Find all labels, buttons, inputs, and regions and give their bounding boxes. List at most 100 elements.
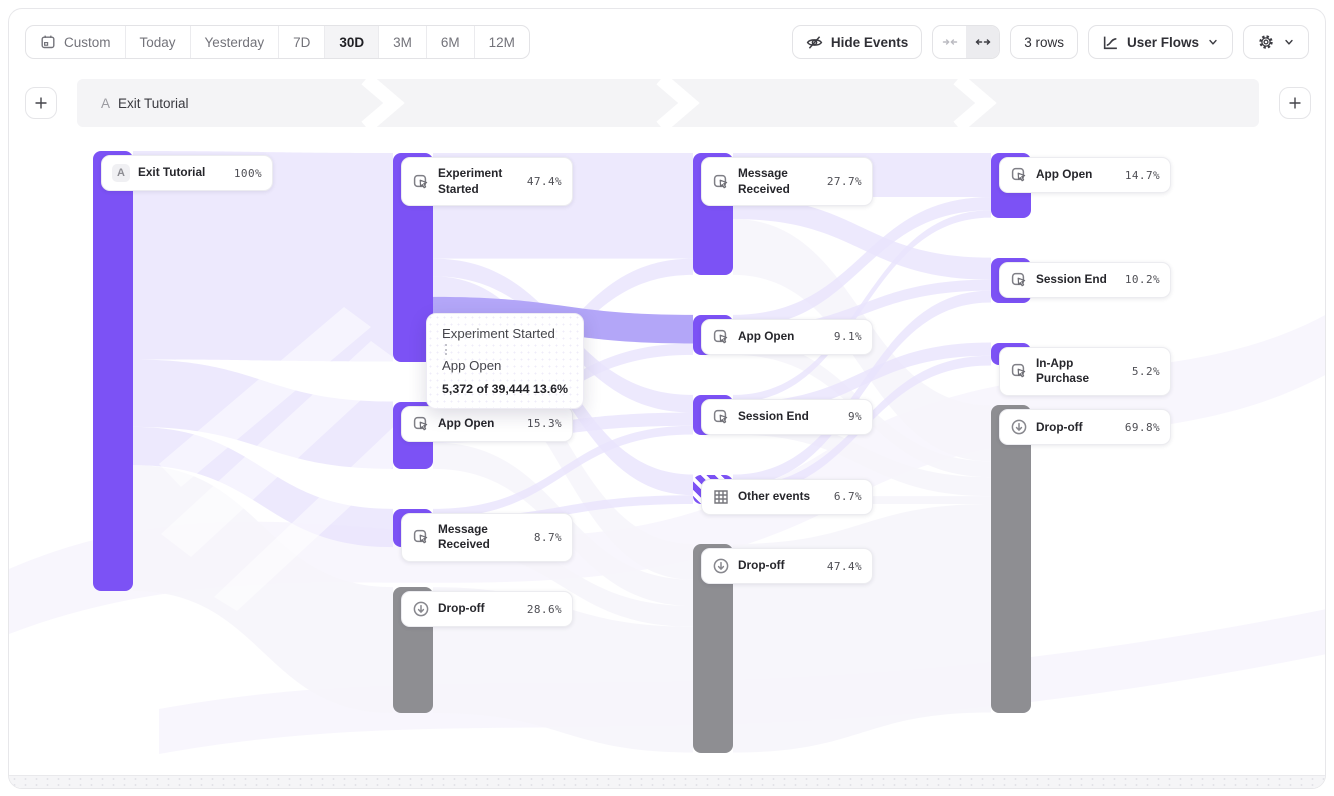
node-percent: 10.2% bbox=[1124, 273, 1160, 287]
grid-icon bbox=[714, 489, 728, 504]
date-range-label: Custom bbox=[64, 34, 111, 50]
node-card-app-open[interactable]: App Open 14.7% bbox=[999, 157, 1171, 193]
node-percent: 28.6% bbox=[526, 602, 562, 616]
date-range-30d[interactable]: 30D bbox=[325, 26, 380, 58]
node-card-message-received[interactable]: Message Received 27.7% bbox=[701, 157, 873, 206]
date-range-label: 6M bbox=[440, 34, 460, 50]
event-click-icon bbox=[413, 416, 428, 430]
tooltip-from-event: Experiment Started bbox=[442, 326, 555, 341]
expand-columns-button[interactable] bbox=[966, 26, 1000, 58]
eye-off-icon bbox=[806, 35, 823, 49]
node-card-exit-tutorial[interactable]: A Exit Tutorial 100% bbox=[101, 155, 273, 191]
drop-off-icon bbox=[413, 601, 429, 617]
step-letter-badge: A bbox=[112, 164, 130, 182]
ribbon-streak-texture bbox=[161, 341, 401, 557]
ribbon-streak-texture bbox=[159, 307, 371, 487]
date-range-12m[interactable]: 12M bbox=[475, 26, 529, 58]
node-percent: 9% bbox=[847, 410, 862, 424]
rows-button[interactable]: 3 rows bbox=[1010, 25, 1078, 59]
event-click-icon bbox=[713, 174, 728, 188]
add-step-right-button[interactable] bbox=[1279, 87, 1311, 119]
chevron-down-icon bbox=[1209, 39, 1217, 45]
tooltip-connector-dots bbox=[445, 344, 447, 355]
view-selector-button[interactable]: User Flows bbox=[1087, 25, 1233, 59]
date-range-label: 30D bbox=[339, 34, 365, 50]
node-label: Session End bbox=[1036, 271, 1107, 286]
node-bar-exit-tutorial[interactable] bbox=[93, 151, 133, 591]
node-card-drop-off[interactable]: Drop-off 69.8% bbox=[999, 409, 1171, 446]
node-card-in-app-purchase[interactable]: In-App Purchase 5.2% bbox=[999, 346, 1171, 396]
flow-ribbon-dropoff[interactable] bbox=[733, 415, 991, 497]
ribbon-streak-texture bbox=[214, 414, 423, 611]
step-a-label[interactable]: A Exit Tutorial bbox=[101, 79, 189, 127]
node-percent: 9.1% bbox=[833, 330, 862, 344]
node-card-drop-off[interactable]: Drop-off 28.6% bbox=[401, 591, 573, 628]
date-range-7d[interactable]: 7D bbox=[279, 26, 326, 58]
plus-icon bbox=[1289, 97, 1301, 109]
node-percent: 100% bbox=[233, 166, 262, 180]
drop-off-icon bbox=[713, 558, 729, 574]
user-flows-panel: Custom Today Yesterday 7D 30D 3M 6M 12M Hide Ev… bbox=[8, 8, 1326, 789]
flow-ribbon-dropoff[interactable] bbox=[733, 504, 991, 753]
step-title: Exit Tutorial bbox=[118, 95, 189, 111]
node-label: Session End bbox=[738, 409, 809, 424]
node-percent: 8.7% bbox=[533, 530, 562, 544]
settings-button[interactable] bbox=[1243, 25, 1309, 59]
step-band: A Exit Tutorial bbox=[77, 79, 1259, 127]
flow-ribbon[interactable] bbox=[733, 290, 991, 487]
date-range-label: Today bbox=[139, 34, 176, 50]
tooltip-to-event: App Open bbox=[442, 358, 502, 373]
flow-ribbon[interactable] bbox=[733, 197, 991, 329]
node-card-other-events[interactable]: Other events 6.7% bbox=[701, 478, 873, 515]
flow-ribbon[interactable] bbox=[733, 342, 991, 416]
gear-icon bbox=[1259, 35, 1273, 49]
node-card-app-open[interactable]: App Open 15.3% bbox=[401, 405, 573, 442]
node-label: Message Received bbox=[738, 166, 790, 196]
date-range-custom[interactable]: Custom bbox=[26, 26, 126, 58]
toolbar: Custom Today Yesterday 7D 30D 3M 6M 12M Hide Ev… bbox=[25, 25, 1309, 59]
node-percent: 14.7% bbox=[1124, 168, 1160, 182]
node-percent: 5.2% bbox=[1131, 364, 1160, 378]
date-range-3m[interactable]: 3M bbox=[379, 26, 427, 58]
node-card-session-end[interactable]: Session End 10.2% bbox=[999, 261, 1171, 298]
flow-ribbon[interactable] bbox=[133, 151, 393, 362]
hide-events-button[interactable]: Hide Events bbox=[791, 25, 923, 59]
event-click-icon bbox=[1011, 272, 1026, 286]
node-label: Drop-off bbox=[438, 601, 485, 616]
node-label: App Open bbox=[738, 329, 795, 344]
node-percent: 69.8% bbox=[1124, 420, 1160, 434]
flow-ribbon[interactable] bbox=[733, 210, 991, 403]
date-range-6m[interactable]: 6M bbox=[427, 26, 475, 58]
node-bar-drop-off[interactable] bbox=[991, 405, 1031, 713]
flow-ribbon[interactable] bbox=[433, 425, 693, 518]
collapse-columns-button[interactable] bbox=[933, 26, 966, 58]
flow-ribbon[interactable] bbox=[733, 197, 991, 280]
flow-ribbons-layer bbox=[9, 151, 1325, 754]
date-range-today[interactable]: Today bbox=[126, 26, 191, 58]
node-label: App Open bbox=[1036, 167, 1093, 182]
node-card-experiment-started[interactable]: Experiment Started 47.4% bbox=[401, 157, 573, 206]
node-card-app-open[interactable]: App Open 9.1% bbox=[701, 318, 873, 355]
date-range-yesterday[interactable]: Yesterday bbox=[191, 26, 280, 58]
date-range-label: 12M bbox=[488, 34, 515, 50]
node-card-session-end[interactable]: Session End 9% bbox=[701, 398, 873, 435]
node-percent: 47.4% bbox=[826, 559, 862, 573]
rows-label: 3 rows bbox=[1024, 34, 1064, 50]
hide-events-label: Hide Events bbox=[830, 34, 909, 50]
node-label: Message Received bbox=[438, 521, 490, 552]
node-label: In-App Purchase bbox=[1036, 355, 1090, 386]
node-card-drop-off[interactable]: Drop-off 47.4% bbox=[701, 548, 873, 584]
background-wave-texture bbox=[9, 315, 1325, 634]
node-percent: 6.7% bbox=[833, 490, 862, 504]
collapse-arrows-icon bbox=[942, 39, 957, 45]
plus-icon bbox=[35, 97, 47, 109]
event-click-icon bbox=[413, 530, 428, 544]
node-card-message-received[interactable]: Message Received 8.7% bbox=[401, 512, 573, 562]
node-label: Experiment Started bbox=[438, 166, 503, 196]
node-label: Exit Tutorial bbox=[138, 165, 206, 180]
add-step-left-button[interactable] bbox=[25, 87, 57, 119]
flow-ribbon-dropoff[interactable] bbox=[433, 325, 693, 580]
collapse-expand-control bbox=[932, 25, 1001, 59]
flow-ribbon-dropoff[interactable] bbox=[433, 587, 693, 753]
step-letter: A bbox=[101, 95, 111, 111]
